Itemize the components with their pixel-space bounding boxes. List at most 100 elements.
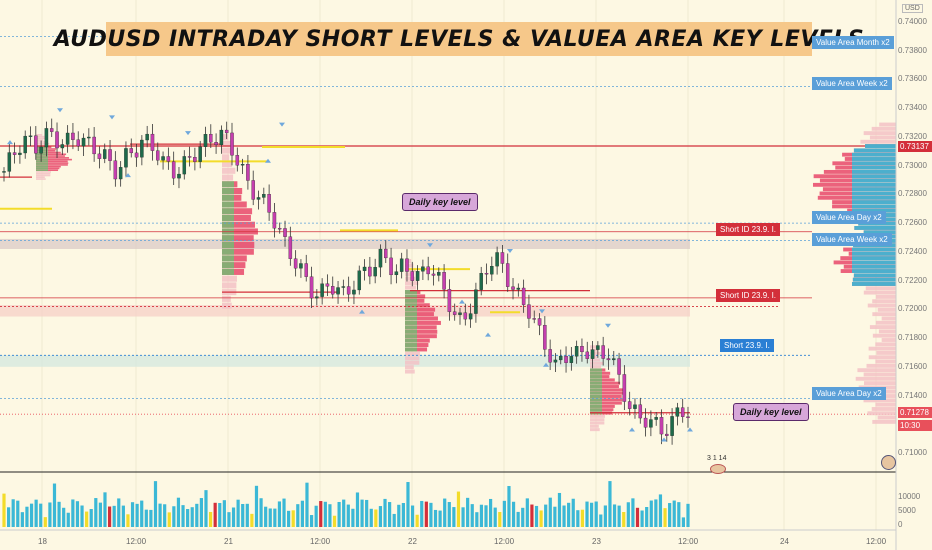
- volume-bar: [415, 514, 419, 527]
- volume-bar: [420, 500, 424, 527]
- profile-bar: [222, 295, 231, 302]
- swing-high-marker: [109, 115, 115, 120]
- volume-bar: [622, 511, 626, 527]
- profile-bar: [36, 155, 65, 157]
- candle-body: [596, 345, 600, 350]
- x-tick-label: 12:00: [678, 537, 699, 546]
- volume-bar: [342, 499, 346, 527]
- volume-bar: [291, 510, 295, 527]
- volume-bar: [39, 503, 43, 527]
- volume-bar: [635, 507, 640, 527]
- profile-va-bar: [590, 401, 602, 405]
- swing-low-marker: [485, 332, 491, 337]
- profile-bar: [36, 151, 61, 154]
- candle-body: [606, 358, 611, 361]
- volume-bar: [282, 498, 286, 527]
- candle-body: [320, 283, 324, 297]
- y-tick-label: 0.72200: [898, 275, 927, 285]
- swing-low-marker: [359, 309, 365, 314]
- right-profile-bar: [877, 307, 896, 312]
- volume-bar: [645, 507, 649, 527]
- candle-body: [505, 263, 510, 287]
- profile-bar: [590, 418, 605, 422]
- profile-va-bar: [405, 343, 417, 348]
- profile-bar: [590, 385, 619, 389]
- candle-body: [113, 160, 118, 180]
- right-profile-bar: [872, 312, 896, 317]
- profile-bar: [222, 241, 255, 248]
- volume-bar: [236, 499, 240, 527]
- candle-body: [240, 164, 245, 166]
- candle-body: [627, 401, 632, 409]
- profile-va-bar: [222, 194, 234, 201]
- candle-body: [346, 286, 351, 295]
- volume-bar: [245, 503, 249, 527]
- profile-va-bar: [405, 329, 417, 334]
- volume-bar: [2, 493, 6, 527]
- candle-body: [251, 180, 255, 200]
- volume-bar: [511, 501, 516, 527]
- volume-bar: [213, 502, 217, 527]
- profile-bar: [36, 134, 43, 136]
- right-profile-va-bar: [852, 182, 896, 187]
- volume-bar: [456, 491, 461, 527]
- volume-bar: [612, 504, 617, 527]
- profile-va-bar: [36, 158, 48, 161]
- price-flag-countdown: 10:30: [898, 420, 932, 431]
- profile-va-bar: [590, 404, 602, 408]
- profile-bar: [590, 391, 626, 395]
- volume-bar: [489, 498, 493, 527]
- candle-body: [527, 304, 531, 319]
- volume-bar: [181, 505, 185, 527]
- candle-body: [362, 266, 367, 271]
- volume-bar: [277, 501, 282, 527]
- profile-va-bar: [36, 160, 48, 163]
- swing-high-marker: [57, 108, 63, 113]
- right-profile-va-bar: [854, 226, 896, 230]
- candle-body: [71, 132, 75, 140]
- right-profile-va-bar: [852, 260, 896, 265]
- price-flag-level: 0.73137: [898, 141, 932, 152]
- candle-body: [680, 407, 685, 417]
- x-tick-label: 21: [224, 537, 233, 546]
- tag-short-3: Short 23.9. I.: [720, 339, 774, 352]
- tag-value-area-week-mid: Value Area Week x2: [812, 233, 892, 246]
- right-profile-va-bar: [853, 148, 896, 153]
- profile-va-bar: [405, 289, 417, 294]
- profile-bar: [590, 365, 602, 369]
- swing-high-marker: [507, 248, 513, 253]
- swing-low-marker: [543, 362, 549, 367]
- chart-title-banner: AUDUSD INTRADAY SHORT LEVELS & VALUEA AR…: [54, 22, 864, 56]
- flag-icon-right: [881, 455, 896, 470]
- profile-va-bar: [405, 320, 417, 325]
- volume-bar: [443, 498, 447, 527]
- profile-bar: [590, 398, 623, 402]
- y-tick-label: 0.72800: [898, 189, 927, 199]
- volume-bar: [410, 505, 415, 527]
- profile-bar: [222, 221, 255, 228]
- candle-body: [187, 156, 192, 158]
- profile-va-bar: [222, 268, 234, 275]
- candle-body: [283, 228, 287, 237]
- volume-bar: [617, 505, 621, 527]
- candle-body: [182, 156, 187, 175]
- profile-bar: [405, 351, 420, 356]
- volume-bar: [107, 506, 112, 527]
- profile-va-bar: [222, 235, 234, 242]
- profile-bar: [222, 235, 254, 242]
- volume-bar: [62, 507, 66, 527]
- candle-body: [686, 416, 690, 418]
- right-profile-bar: [871, 126, 896, 131]
- volume-bar: [208, 511, 213, 527]
- volume-bar: [525, 498, 529, 527]
- right-profile-bar: [872, 419, 896, 424]
- candle-body: [500, 252, 505, 264]
- candle-body: [447, 289, 452, 312]
- swing-markers: [7, 108, 693, 442]
- volume-bar: [608, 481, 612, 527]
- right-profile-va-bar: [852, 204, 896, 209]
- volume-bar: [470, 504, 474, 527]
- profile-va-bar: [36, 155, 48, 157]
- chart-title: AUDUSD INTRADAY SHORT LEVELS & VALUEA AR…: [53, 26, 865, 52]
